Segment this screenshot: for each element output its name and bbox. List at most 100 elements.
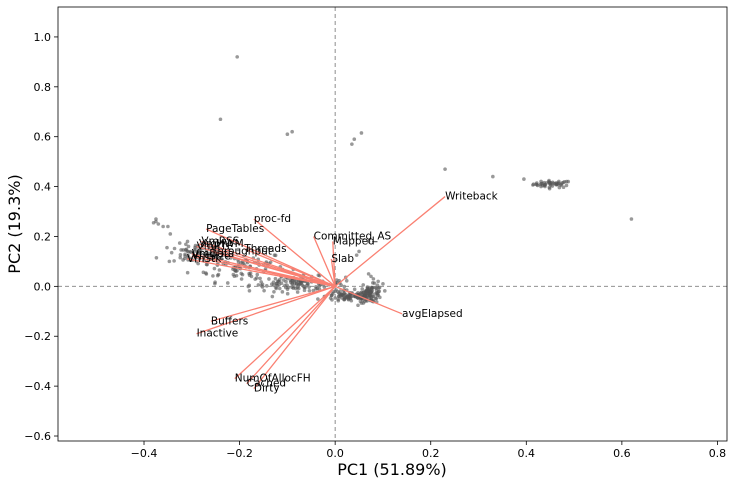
loading-label: VmRSS: [201, 235, 239, 247]
data-point: [178, 252, 183, 257]
loading-vector: [334, 285, 403, 315]
loading-vector: [246, 285, 336, 385]
data-point: [211, 274, 215, 278]
y-tick-label: 0.2: [34, 230, 52, 243]
data-point: [167, 259, 172, 264]
data-point: [248, 271, 253, 276]
loading-vector: [196, 285, 336, 335]
data-point: [264, 284, 269, 288]
data-point: [186, 253, 191, 258]
data-point: [186, 244, 191, 249]
data-point: [185, 270, 190, 275]
data-point: [362, 293, 367, 298]
data-point: [372, 281, 377, 285]
data-point: [311, 288, 316, 293]
loading-vector: [334, 196, 446, 287]
loading-label: proc-fd: [254, 213, 291, 225]
data-point: [348, 294, 352, 298]
loading-vector: [210, 250, 336, 287]
loading-vector: [253, 285, 336, 390]
data-point: [165, 245, 169, 250]
data-point: [204, 272, 209, 276]
data-point: [193, 247, 197, 252]
loading-label: PageTables: [206, 223, 264, 235]
data-point: [302, 288, 307, 293]
data-point: [564, 183, 569, 188]
data-point: [217, 268, 222, 272]
data-point: [257, 247, 261, 251]
data-point: [198, 250, 202, 254]
data-point: [338, 289, 343, 293]
data-point: [235, 55, 239, 59]
data-point: [267, 277, 271, 281]
data-point: [366, 239, 371, 244]
data-point: [290, 129, 294, 134]
data-point: [281, 278, 286, 282]
data-point: [629, 217, 634, 221]
data-point: [172, 246, 177, 251]
data-point: [218, 117, 223, 122]
y-tick-label: 0.8: [34, 81, 52, 94]
data-point: [177, 241, 182, 245]
loading-label: VmStk: [187, 253, 222, 265]
data-point: [185, 239, 190, 244]
data-point: [236, 247, 240, 252]
data-point: [531, 182, 536, 187]
data-point: [535, 183, 540, 188]
data-point: [336, 298, 341, 303]
data-point: [196, 261, 200, 266]
data-point: [376, 279, 380, 284]
data-point: [376, 286, 381, 290]
x-tick-label: 0.8: [709, 447, 727, 460]
data-point: [212, 266, 217, 271]
data-point: [203, 252, 208, 257]
x-tick-label: −0.2: [226, 447, 253, 460]
data-point: [215, 273, 220, 278]
loading-vector: [330, 258, 336, 287]
data-point: [181, 248, 186, 252]
reference-lines: [58, 7, 727, 441]
loading-label: Threads: [243, 243, 286, 255]
data-point: [183, 256, 187, 261]
data-point: [168, 232, 173, 236]
data-point: [274, 286, 278, 291]
loading-label: VmSize: [192, 250, 231, 262]
data-point: [364, 289, 369, 293]
data-point: [381, 282, 385, 286]
data-point: [374, 296, 379, 301]
data-point: [383, 289, 387, 293]
data-point: [329, 293, 334, 298]
x-tick-label: 0.6: [613, 447, 631, 460]
data-point: [247, 288, 252, 293]
data-point: [212, 253, 217, 258]
data-point: [186, 250, 190, 254]
data-point: [306, 282, 310, 286]
y-tick-label: 0.0: [34, 280, 52, 293]
data-point: [522, 177, 526, 181]
data-point: [359, 131, 364, 135]
loading-label: VmPTE: [197, 240, 234, 252]
data-point: [547, 180, 552, 185]
data-point: [361, 290, 366, 295]
loading-label: Slab: [331, 253, 354, 265]
y-tick-label: 1.0: [34, 31, 52, 44]
data-point: [555, 182, 560, 187]
x-tick-label: −0.4: [131, 447, 158, 460]
data-point: [560, 181, 564, 185]
data-point: [271, 280, 276, 285]
data-point: [277, 280, 281, 284]
loading-label: VmHWM: [199, 238, 244, 250]
data-point: [205, 262, 209, 267]
loading-vector: [186, 258, 336, 287]
loading-vector: [210, 285, 336, 322]
data-point: [156, 222, 161, 226]
data-point: [161, 224, 165, 229]
data-point: [298, 281, 302, 286]
data-point: [255, 272, 260, 277]
data-point: [348, 296, 353, 301]
loading-label: VmData: [192, 248, 234, 260]
data-point: [296, 286, 301, 291]
data-point: [377, 289, 382, 294]
loading-vector: [313, 236, 336, 287]
data-point: [178, 255, 183, 260]
